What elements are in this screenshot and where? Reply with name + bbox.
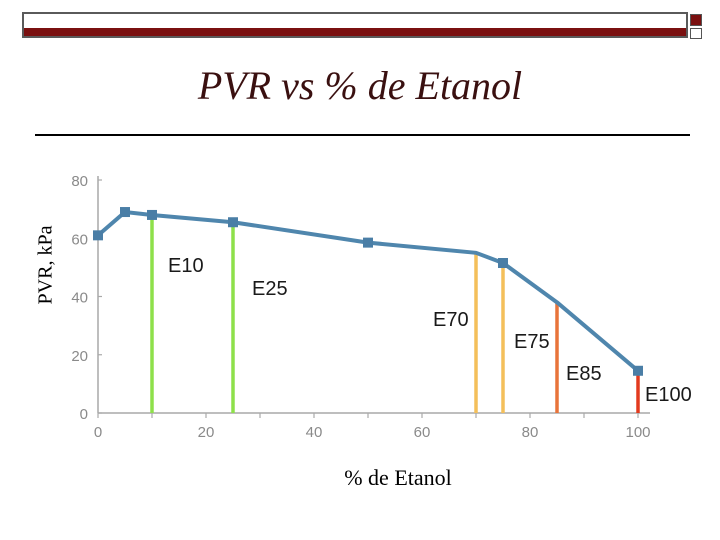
y-tick-label: 80	[71, 173, 88, 190]
y-tick-label: 40	[71, 290, 88, 307]
header-corner-box-bottom	[690, 28, 702, 39]
data-point-marker	[633, 365, 643, 376]
y-axis-label: PVR, kPa	[34, 225, 57, 305]
annotation-e100: E100	[645, 384, 692, 406]
data-point-marker	[120, 207, 130, 218]
x-tick-label: 100	[625, 424, 650, 441]
x-tick-label: 0	[94, 424, 102, 441]
title-divider	[35, 134, 690, 136]
x-tick-label: 20	[198, 424, 215, 441]
data-point-marker	[363, 237, 373, 248]
header-corner-box-top	[690, 14, 702, 26]
y-tick-label: 20	[71, 348, 88, 365]
slide-title: PVR vs % de Etanol	[197, 63, 523, 108]
y-tick-label: 60	[71, 231, 88, 248]
x-axis-label: % de Etanol	[344, 465, 452, 490]
data-point-marker	[498, 258, 508, 269]
annotation-e10: E10	[168, 255, 204, 277]
x-tick-label: 40	[306, 424, 323, 441]
data-point-marker	[228, 217, 238, 228]
annotation-e75: E75	[514, 331, 550, 353]
annotation-e25: E25	[252, 278, 288, 300]
header-bar	[22, 12, 688, 38]
y-tick-label: 0	[80, 406, 88, 423]
annotation-e70: E70	[433, 309, 469, 331]
annotation-e85: E85	[566, 363, 602, 385]
data-point-marker	[93, 230, 103, 241]
x-tick-label: 60	[414, 424, 431, 441]
x-tick-label: 80	[522, 424, 539, 441]
data-point-marker	[147, 209, 157, 220]
